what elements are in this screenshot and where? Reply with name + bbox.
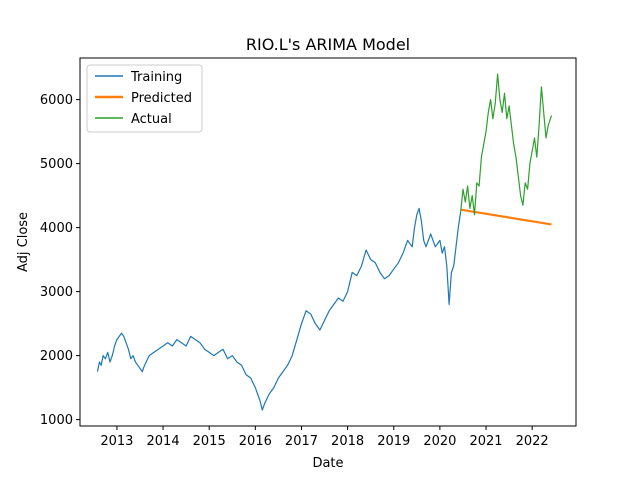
y-tick-label: 5000: [40, 157, 73, 172]
legend: Training Predicted Actual: [86, 64, 203, 133]
y-tick-label: 4000: [40, 221, 73, 236]
y-tick-label: 6000: [40, 93, 73, 108]
y-axis: 1000 2000 3000 4000 5000 6000: [40, 93, 80, 428]
x-tick-label: 2018: [331, 434, 364, 449]
series-layer: [96, 73, 553, 411]
legend-label-actual: Actual: [131, 112, 172, 127]
x-tick-label: 2013: [100, 434, 133, 449]
x-tick-label: 2017: [285, 434, 318, 449]
x-tick-label: 2019: [377, 434, 410, 449]
x-tick-label: 2021: [469, 434, 502, 449]
y-tick-label: 2000: [40, 349, 73, 364]
x-tick-label: 2022: [516, 434, 549, 449]
y-tick-label: 1000: [40, 413, 73, 428]
legend-box: [86, 64, 203, 133]
series-line-training: [96, 207, 462, 411]
x-tick-label: 2016: [239, 434, 272, 449]
chart-title: RIO.L's ARIMA Model: [246, 35, 410, 54]
legend-label-predicted: Predicted: [131, 91, 192, 106]
x-tick-label: 2014: [147, 434, 180, 449]
plot-frame: [79, 57, 577, 427]
x-tick-label: 2015: [193, 434, 226, 449]
x-axis: 2013 2014 2015 2016 2017 2018 2019 2020 2021 2022: [100, 426, 549, 449]
y-axis-label: Adj Close: [16, 212, 31, 272]
x-axis-label: Date: [312, 456, 343, 471]
series-line-predicted: [460, 208, 552, 226]
x-tick-label: 2020: [423, 434, 456, 449]
legend-label-training: Training: [130, 70, 182, 85]
y-tick-label: 3000: [40, 285, 73, 300]
series-line-actual: [460, 73, 553, 216]
